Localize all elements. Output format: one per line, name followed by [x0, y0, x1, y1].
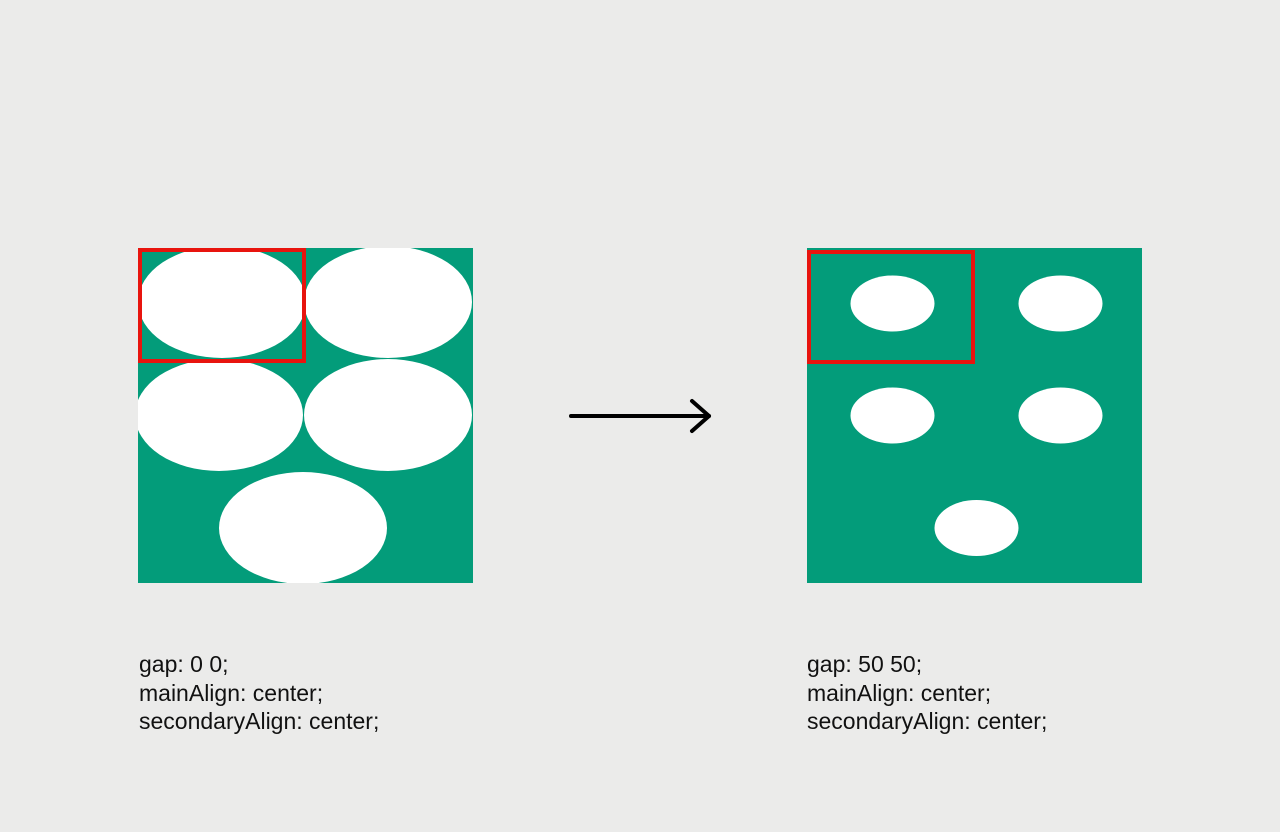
after-layout-diagram	[807, 248, 1142, 583]
before-item-3	[138, 359, 303, 471]
before-item-4	[304, 359, 472, 471]
before-gap-text: gap: 0 0;	[139, 651, 229, 677]
before-item-1	[138, 248, 306, 358]
before-layout-panel	[138, 248, 473, 583]
before-item-5	[219, 472, 387, 583]
before-secondary-align-text: secondaryAlign: center;	[139, 708, 380, 734]
before-main-align-text: mainAlign: center;	[139, 679, 324, 706]
after-item-1	[850, 275, 935, 332]
before-cell-highlight	[138, 248, 306, 363]
after-cell-highlight	[807, 250, 975, 364]
after-item-4	[1018, 387, 1103, 444]
after-main-align-text: mainAlign: center;	[807, 679, 992, 706]
after-secondary-align-text: secondaryAlign: center;	[807, 708, 1048, 734]
before-item-2	[304, 248, 472, 358]
right-arrow-icon	[569, 399, 711, 433]
after-layout-panel	[807, 248, 1142, 583]
after-item-3	[850, 387, 935, 444]
after-item-2	[1018, 275, 1103, 332]
after-item-5	[934, 500, 1019, 556]
before-caption: gap: 0 0; mainAlign: center; secondaryAl…	[139, 650, 379, 736]
before-layout-diagram	[138, 248, 473, 583]
after-caption: gap: 50 50; mainAlign: center; secondary…	[807, 650, 1047, 736]
after-gap-text: gap: 50 50;	[807, 651, 923, 677]
